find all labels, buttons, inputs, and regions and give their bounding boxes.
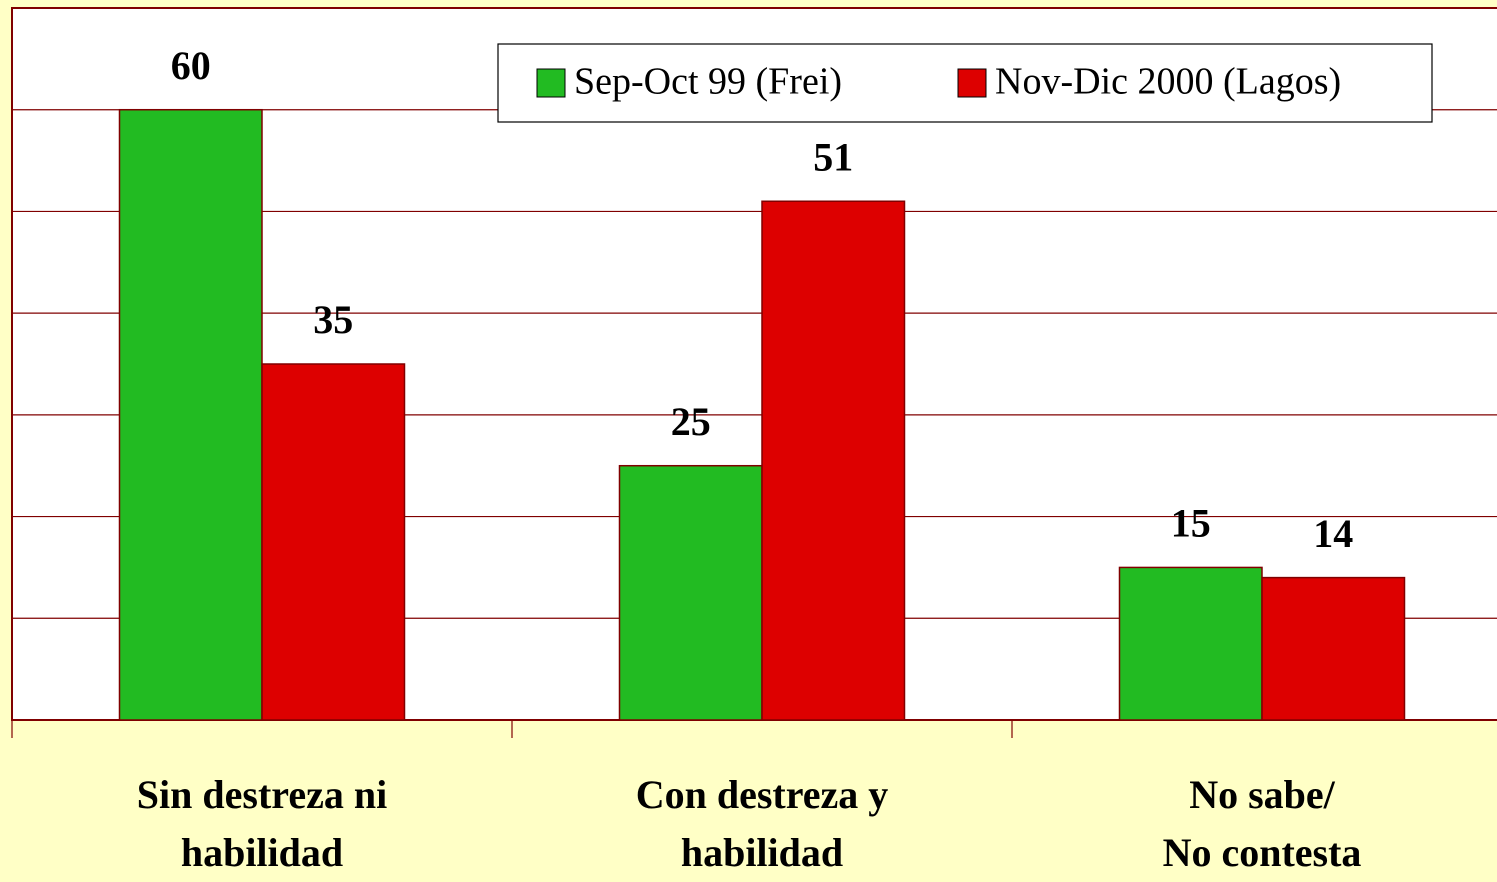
data-label: 15 — [1171, 501, 1211, 546]
bar — [1118, 566, 1263, 721]
x-tick-label: Con destreza y habilidad — [635, 772, 889, 875]
bar — [1261, 576, 1406, 721]
bar — [618, 464, 763, 721]
data-label: 14 — [1313, 511, 1353, 556]
data-label: 60 — [171, 43, 211, 88]
legend-label: Sep-Oct 99 (Frei) — [574, 61, 842, 103]
x-tick-label: Sin destreza ni habilidad — [136, 772, 388, 875]
legend-swatch — [536, 68, 566, 98]
bar — [761, 200, 906, 721]
legend-label: Nov-Dic 2000 (Lagos) — [995, 61, 1341, 103]
bar — [118, 108, 263, 721]
data-label: 25 — [671, 399, 711, 444]
data-label: 51 — [813, 134, 853, 179]
data-label: 35 — [313, 297, 353, 342]
bar — [261, 363, 406, 721]
x-tick-label: No sabe/ No contesta — [1162, 772, 1362, 875]
legend-swatch — [957, 68, 987, 98]
